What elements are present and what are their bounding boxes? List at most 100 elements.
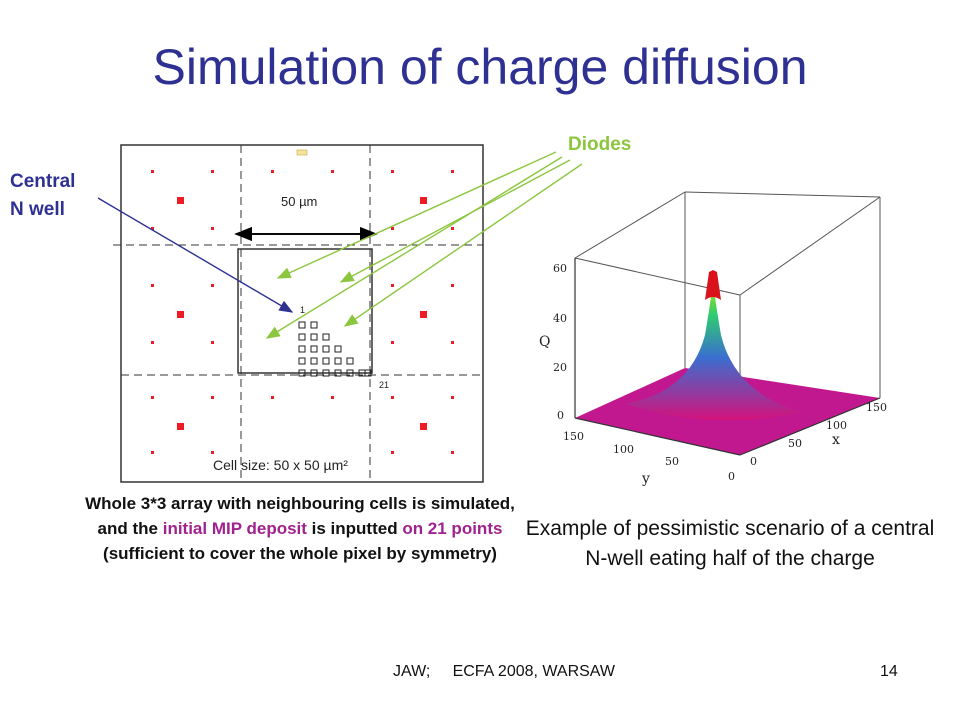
injection-point [298, 321, 306, 329]
diode-dot [151, 396, 154, 399]
diode-dot [211, 451, 214, 454]
scenario-description: Example of pessimistic scenario of a cen… [525, 517, 935, 570]
injection-point [334, 345, 342, 353]
diode-dot [211, 396, 214, 399]
diode-arrow [343, 163, 583, 327]
diode-dot [211, 284, 214, 287]
diode-dot [151, 341, 154, 344]
y-tick-label: 0 [728, 470, 735, 483]
pitch-label: 50 µm [281, 194, 317, 209]
injection-point [310, 369, 318, 377]
injection-point [310, 321, 318, 329]
diode-dot [451, 451, 454, 454]
marker-square [296, 149, 308, 156]
surface-peak-top [705, 270, 721, 300]
n-well-dot [177, 423, 184, 430]
injection-point [310, 345, 318, 353]
x-axis-label: x [832, 432, 840, 448]
q-axis-label: Q [539, 334, 550, 350]
diode-dot [391, 170, 394, 173]
q-tick-label: 60 [553, 262, 567, 275]
injection-point [298, 333, 306, 341]
array-description: Whole 3*3 array with neighbouring cells … [70, 491, 530, 566]
x-tick-label: 150 [866, 401, 887, 414]
central-nwell-label-line2: N well [10, 199, 65, 220]
injection-point [310, 357, 318, 365]
diodes-label: Diodes [568, 134, 632, 155]
y-axis-line [574, 417, 741, 456]
diode-dot [151, 170, 154, 173]
diode-dot [451, 341, 454, 344]
n-well-dot [177, 197, 184, 204]
diode-dot [391, 227, 394, 230]
diode-dot [151, 451, 154, 454]
diode-dot [211, 227, 214, 230]
diode-dots [151, 170, 454, 454]
y-tick-label: 50 [665, 455, 679, 468]
q-tick-label: 40 [553, 312, 567, 325]
injection-point [346, 357, 354, 365]
point-label-last: 21 [379, 380, 389, 390]
diode-dot [391, 396, 394, 399]
injection-point [298, 345, 306, 353]
diode-dot [391, 341, 394, 344]
q-tick-label: 0 [557, 409, 564, 422]
diode-arrow [276, 151, 557, 279]
q-tick-label: 20 [553, 361, 567, 374]
charge-surface-plot: 60 40 20 0 150 100 50 0 0 50 100 150 Q x… [539, 191, 887, 487]
box-edge [574, 191, 686, 259]
points-highlight: on 21 points [402, 519, 503, 538]
diode-dot [451, 396, 454, 399]
diode-dot [211, 341, 214, 344]
injection-points [298, 321, 372, 377]
y-tick-label: 150 [563, 430, 584, 443]
nwell-arrow [97, 197, 294, 313]
diode-dot [271, 396, 274, 399]
point-label-first: 1 [300, 305, 305, 315]
injection-point [334, 369, 342, 377]
slide-footer: JAW; ECFA 2008, WARSAW [393, 663, 615, 680]
diode-dot [331, 396, 334, 399]
central-nwell-label-line1: Central [10, 171, 76, 192]
array-description-part2: is inputted [306, 519, 403, 538]
injection-point [346, 369, 354, 377]
diode-arrow [339, 159, 571, 283]
central-nwell-label: Central N well [10, 168, 75, 224]
n-well-dot [420, 423, 427, 430]
x-tick-label: 0 [750, 455, 757, 468]
array-description-part3: (sufficient to cover the whole pixel by … [103, 544, 497, 563]
diode-dot [391, 284, 394, 287]
n-well-dot [420, 311, 427, 318]
diode-dot [451, 284, 454, 287]
injection-point [322, 333, 330, 341]
injection-point [298, 369, 306, 377]
diode-dot [451, 170, 454, 173]
box-edge [684, 191, 881, 198]
x-tick-label: 50 [788, 437, 802, 450]
injection-point [322, 357, 330, 365]
slide-title: Simulation of charge diffusion [152, 39, 808, 95]
injection-point [322, 345, 330, 353]
box-edge [739, 196, 881, 296]
diode-arrow [265, 156, 563, 339]
mip-deposit-highlight: initial MIP deposit [162, 519, 307, 538]
diode-dot [151, 284, 154, 287]
injection-point [310, 333, 318, 341]
injection-point [298, 357, 306, 365]
diode-dot [271, 170, 274, 173]
injection-point [322, 369, 330, 377]
surface-peak [625, 280, 800, 421]
diode-dot [331, 170, 334, 173]
y-axis-label: y [641, 471, 650, 487]
n-well-dot [420, 197, 427, 204]
page-number: 14 [880, 663, 898, 680]
diode-dot [151, 227, 154, 230]
diode-dot [391, 451, 394, 454]
cell-size-label: Cell size: 50 x 50 µm² [213, 457, 348, 473]
injection-point [364, 369, 372, 377]
injection-point [334, 357, 342, 365]
diode-dot [211, 170, 214, 173]
diode-arrows [265, 151, 583, 339]
x-tick-label: 100 [826, 419, 847, 432]
x-axis-line [739, 397, 881, 456]
